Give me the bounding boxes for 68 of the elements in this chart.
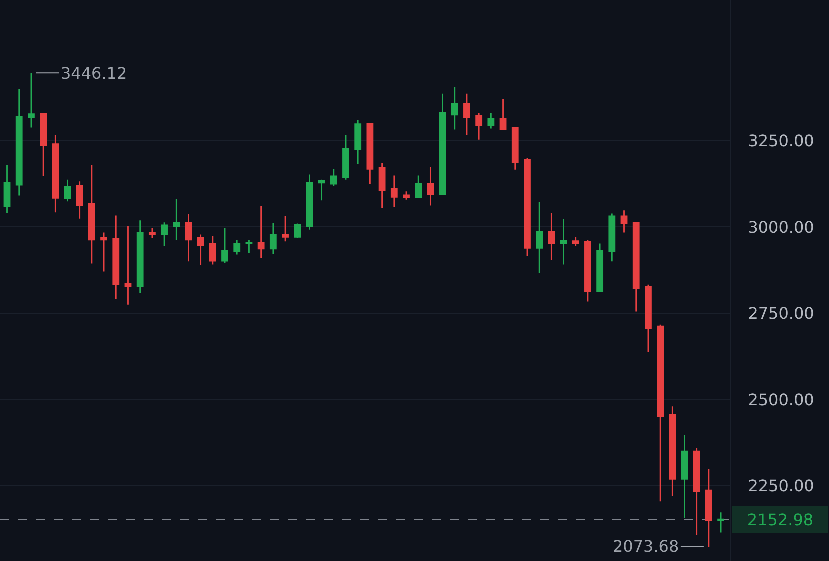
candlestick [246,239,253,254]
y-tick-label: 3000.00 [748,218,814,237]
candlestick [645,284,652,354]
candlestick [390,175,398,208]
candlestick [318,179,326,202]
candlestick [4,164,11,214]
candlestick [488,112,495,130]
y-tick-label: 2250.00 [748,476,814,496]
candlestick [88,164,96,264]
candlestick [584,239,592,302]
candlestick [608,213,616,262]
candlestick [258,206,265,259]
candlestick [161,222,168,248]
candlestick [572,236,580,248]
candlestick [669,406,676,498]
candlestick [185,213,192,262]
candlestick [620,210,628,234]
candlestick [560,218,568,266]
candlestick [306,174,314,231]
candlestick [536,202,544,274]
candlestick [378,162,386,209]
candlestick [222,228,228,264]
candlestick [524,157,531,258]
annotation: 2073.68 [613,537,680,556]
candlestick [234,239,241,256]
candlestick [197,234,204,266]
candlestick [415,175,422,199]
candlestick [439,93,446,196]
candlestick [693,447,700,536]
candlestick [451,86,458,131]
candlestick [148,228,156,239]
candlestick [330,168,338,188]
candlestick [28,72,35,128]
candlestick [270,222,277,255]
candlestick [718,512,724,534]
candlestick [476,112,483,141]
candlestick [124,226,132,306]
candlestick [136,220,144,294]
candlestick [100,232,108,272]
ref-line-label: 2152.98 [747,510,814,530]
candlestick [632,222,640,312]
candlestick [64,179,72,202]
candlestick [52,134,60,214]
candlestick [500,98,507,132]
candlestick [681,434,688,519]
candlestick [366,122,374,185]
candlestick [76,180,84,220]
candlestick [209,236,216,266]
y-tick-label: 2750.00 [748,304,814,324]
candlestick [427,166,434,206]
y-tick-label: 2500.00 [748,390,814,410]
candlestick [16,88,23,196]
candlestick [354,120,362,165]
annotation: 3446.12 [61,64,128,83]
candlestick [403,190,410,201]
candlestick [657,324,664,502]
candlestick [112,215,120,300]
candlestick [282,216,289,242]
y-tick-label: 3250.00 [748,131,814,150]
candlestick [548,212,556,261]
candlestick [706,468,712,548]
candlestick [173,198,180,241]
candlestick [464,93,470,136]
candlestick [294,223,302,239]
candlestick [342,134,350,181]
candlestick [596,243,604,293]
candlestick [40,112,48,178]
candlestick [512,127,519,171]
